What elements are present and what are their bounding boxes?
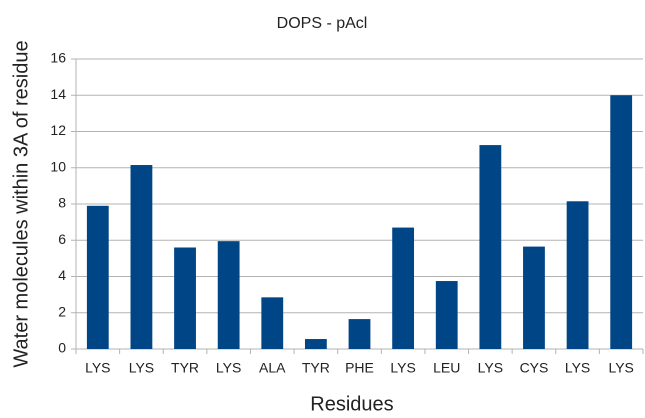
bar — [130, 165, 153, 349]
x-tick-label: LYS — [216, 360, 241, 376]
y-tick-label: 6 — [58, 231, 66, 247]
x-tick-label: LYS — [129, 360, 154, 376]
y-tick-label: 16 — [50, 50, 66, 66]
bar — [610, 95, 633, 349]
bar — [174, 247, 196, 349]
bar — [479, 145, 502, 349]
bar — [348, 319, 371, 349]
bar — [566, 201, 589, 349]
bar — [523, 246, 545, 349]
x-tick-label: LYS — [85, 360, 110, 376]
bar — [86, 205, 109, 349]
x-tick-label: LEU — [433, 360, 460, 376]
y-tick-label: 10 — [50, 158, 66, 174]
x-axis-title: Residues — [310, 393, 393, 415]
x-tick-label: CYS — [520, 360, 549, 376]
x-tick-label: LYS — [565, 360, 590, 376]
y-tick-label: 14 — [50, 86, 66, 102]
bar — [435, 281, 458, 349]
x-tick-label: TYR — [302, 360, 330, 376]
x-tick-label: PHE — [345, 360, 374, 376]
x-tick-label: LYS — [478, 360, 503, 376]
x-tick-label: LYS — [390, 360, 415, 376]
bar — [261, 297, 284, 349]
y-tick-label: 12 — [50, 122, 66, 138]
x-tick-label: LYS — [608, 360, 633, 376]
y-tick-label: 8 — [58, 195, 66, 211]
chart-title: DOPS - pAcl — [277, 15, 368, 32]
y-tick-label: 0 — [58, 340, 66, 356]
x-tick-label: ALA — [259, 360, 286, 376]
y-tick-label: 4 — [58, 267, 66, 283]
y-axis-title: Water molecules within 3A of residue — [10, 40, 32, 367]
bar — [217, 241, 240, 349]
bar — [304, 339, 327, 349]
y-tick-label: 2 — [58, 303, 66, 319]
x-tick-label: TYR — [171, 360, 199, 376]
bar — [392, 227, 415, 349]
